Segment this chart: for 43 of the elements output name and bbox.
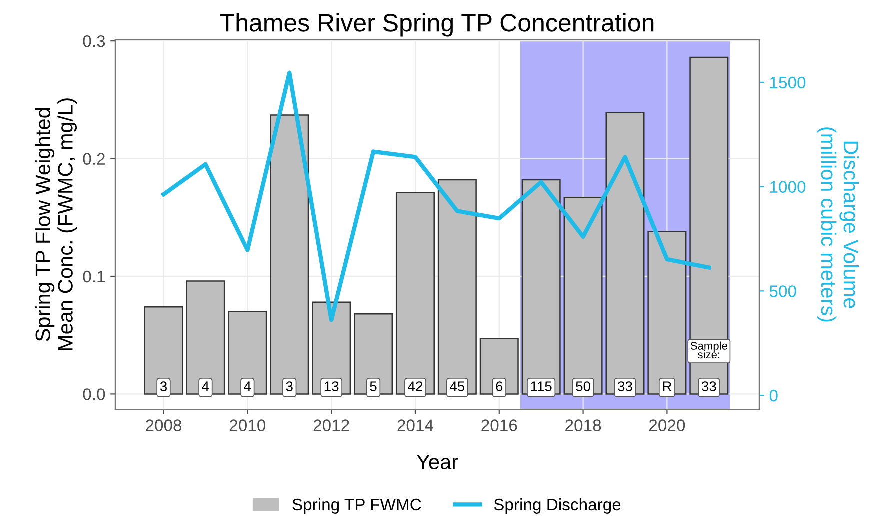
y2-tick-label: 1500: [770, 76, 806, 89]
x-tick-label: 2012: [314, 420, 350, 432]
x-tick-label: 2018: [566, 420, 602, 432]
y2-tick-label: 0: [770, 390, 778, 402]
annotation: 50: [576, 382, 590, 392]
y2-axis-title: Discharge Volume (million cubic meters): [817, 128, 860, 322]
annotation: 13: [324, 382, 339, 392]
bar: [144, 306, 184, 395]
annotation: 3: [160, 382, 167, 392]
annotation: 5: [370, 382, 377, 392]
legend-label: Spring TP FWMC: [292, 498, 422, 514]
annotation: 3: [286, 382, 293, 392]
annotation: 42: [408, 382, 422, 392]
annotation: 45: [450, 382, 465, 392]
x-axis-title: Year: [416, 454, 458, 470]
y2-tick-label: 500: [770, 286, 796, 298]
x-tick-label: 2020: [650, 420, 686, 432]
annotation: Sample size:: [690, 342, 728, 359]
annotation: 33: [618, 382, 632, 392]
bar: [270, 114, 310, 395]
x-tick-label: 2008: [146, 420, 182, 432]
annotation: 33: [702, 382, 716, 392]
annotation: 4: [202, 382, 210, 392]
y-tick-label: 0.1: [83, 270, 105, 283]
bar: [228, 311, 268, 395]
bar: [186, 280, 226, 395]
annotation: 6: [496, 382, 503, 392]
chart-title: Thames River Spring TP Concentration: [220, 13, 654, 37]
legend-label: Spring Discharge: [494, 498, 621, 514]
line-series: [162, 70, 712, 322]
y2-tick-label: 1000: [770, 181, 806, 194]
annotation: 4: [244, 382, 252, 392]
annotation: 115: [531, 382, 552, 392]
y-tick-label: 0.2: [83, 153, 105, 165]
x-tick-label: 2010: [230, 420, 266, 432]
y-tick-label: 0.3: [83, 35, 106, 48]
x-tick-label: 2016: [482, 420, 518, 432]
y-tick-label: 0.0: [83, 388, 106, 400]
annotation: R: [663, 382, 672, 392]
x-tick-label: 2014: [398, 420, 434, 432]
y-axis-title: Spring TP Flow Weighted Mean Conc. (FWMC, mg/L): [35, 98, 78, 350]
bar: [648, 231, 687, 395]
bar: [354, 314, 394, 395]
